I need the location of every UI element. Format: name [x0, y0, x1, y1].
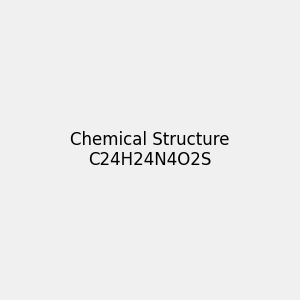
- Text: Chemical Structure
C24H24N4O2S: Chemical Structure C24H24N4O2S: [70, 130, 230, 170]
